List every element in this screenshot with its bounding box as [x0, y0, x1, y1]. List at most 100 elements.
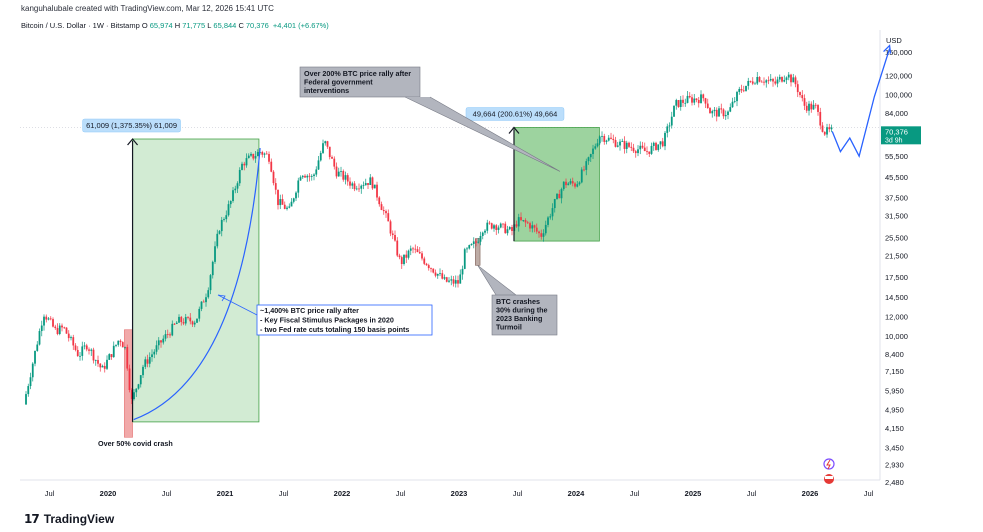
candle-body: [457, 280, 459, 284]
candle-body: [128, 368, 131, 390]
candle-body: [713, 109, 716, 112]
candle-body: [826, 127, 828, 135]
candle-body: [540, 233, 543, 237]
candle-body: [391, 233, 394, 236]
candle-body: [90, 349, 93, 351]
change-value: +4,401 (+6.67%): [272, 21, 329, 30]
candle-body: [252, 153, 255, 159]
rally-2023-line: Over 200% BTC price rally after: [304, 69, 411, 78]
candle-body: [610, 137, 612, 139]
candle-body: [578, 182, 581, 185]
candle-body: [594, 146, 597, 149]
candle-body: [115, 344, 117, 346]
candle-body: [340, 171, 342, 172]
candle-body: [367, 183, 369, 185]
candle-body: [299, 177, 302, 181]
candle-body: [425, 263, 428, 266]
candle-body: [376, 184, 378, 198]
candle-body: [684, 102, 687, 104]
candle-body: [729, 107, 732, 112]
candle-body: [805, 105, 808, 111]
candle-body: [344, 175, 347, 180]
candle-body: [643, 147, 646, 152]
candle-body: [702, 94, 705, 99]
price-axis-tick: 2,930: [885, 461, 904, 470]
candle-body: [560, 189, 563, 199]
candle-body: [358, 188, 360, 190]
candle-body: [812, 104, 815, 110]
candle-body: [182, 322, 185, 324]
candle-body: [502, 223, 504, 225]
price-axis-tick: 100,000: [885, 90, 912, 99]
candle-body: [801, 95, 804, 99]
candle-body: [704, 98, 707, 104]
candle-body: [144, 359, 147, 367]
candle-body: [49, 318, 52, 320]
candle-body: [331, 157, 333, 159]
bank-turmoil-line: 2023 Banking: [496, 314, 542, 323]
candle-body: [99, 363, 102, 368]
candle-body: [436, 273, 439, 276]
candle-body: [772, 78, 774, 82]
candle-body: [43, 316, 45, 326]
price-axis-tick: 55,500: [885, 152, 908, 161]
candle-body: [787, 74, 790, 78]
candle-body: [403, 254, 405, 265]
candle-body: [211, 261, 214, 276]
candle-body: [506, 229, 509, 234]
rally-curve: [133, 147, 261, 421]
candle-body: [364, 183, 367, 186]
price-axis-tick: 25,500: [885, 234, 908, 243]
candle-body: [722, 109, 725, 117]
candle-body: [776, 79, 779, 84]
candle-body: [632, 147, 635, 152]
candle-body: [414, 248, 417, 250]
price-axis-tick: 4,150: [885, 424, 904, 433]
candle-body: [641, 145, 644, 148]
candle-body: [551, 208, 554, 217]
candle-body: [808, 103, 810, 111]
candle-body: [184, 317, 187, 324]
candle-body: [810, 103, 813, 110]
candle-body: [117, 340, 120, 345]
candle-body: [517, 217, 520, 227]
candle-body: [157, 340, 160, 346]
candle-body: [270, 161, 273, 172]
candle-body: [767, 80, 770, 82]
candle-body: [470, 243, 473, 246]
candle-body: [652, 142, 655, 146]
candle-body: [583, 169, 585, 171]
candle-body: [126, 347, 129, 369]
candle-body: [110, 354, 113, 358]
candle-body: [817, 105, 819, 112]
time-axis-tick: Jul: [864, 489, 874, 498]
candle-body: [778, 76, 781, 80]
candle-body: [562, 181, 565, 190]
candle-body: [601, 135, 603, 137]
candle-body: [565, 181, 567, 186]
high-label: H: [174, 21, 181, 30]
covid-crash-zone: [124, 329, 133, 438]
candle-body: [781, 76, 783, 82]
candle-body: [342, 171, 345, 180]
candle-body: [547, 217, 549, 225]
candle-body: [146, 359, 149, 364]
candle-body: [387, 213, 390, 222]
candle-body: [607, 137, 610, 141]
candle-body: [434, 272, 437, 276]
time-axis-tick: 2020: [100, 489, 117, 498]
candle-body: [335, 166, 338, 177]
candle-body: [409, 248, 412, 251]
candle-body: [187, 317, 189, 318]
candle-body: [751, 81, 754, 84]
candle-body: [769, 78, 772, 81]
candle-body: [40, 325, 43, 332]
candle-body: [686, 95, 689, 103]
candle-body: [531, 225, 534, 229]
candle-body: [283, 204, 286, 209]
candle-body: [461, 268, 464, 275]
candle-body: [574, 183, 576, 187]
candle-body: [731, 101, 734, 108]
